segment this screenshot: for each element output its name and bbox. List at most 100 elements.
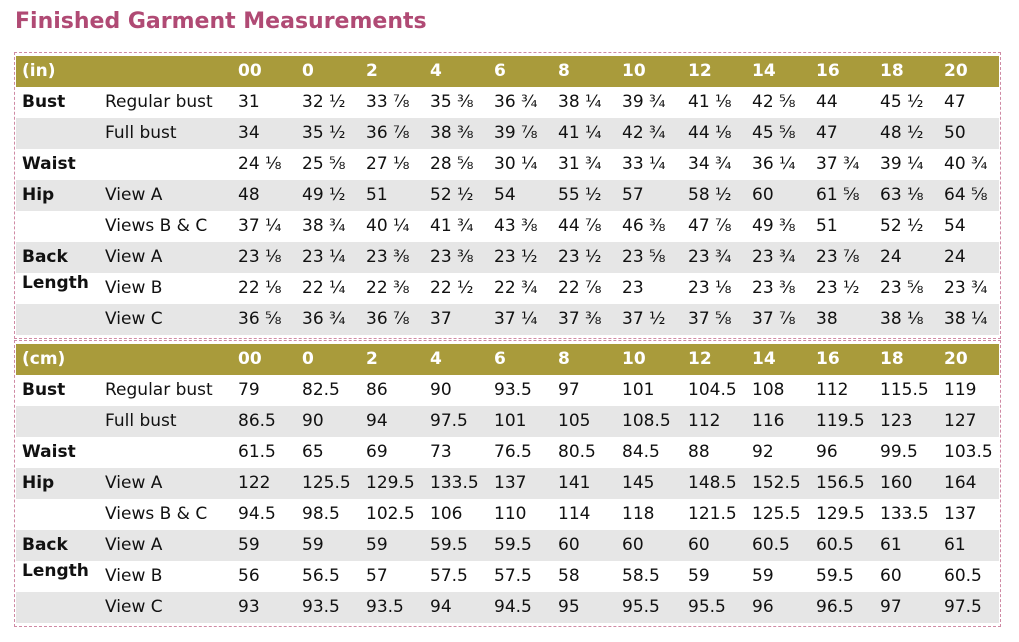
measurement: 37 (430, 309, 452, 329)
measurement: 59 (752, 566, 774, 586)
group-label: Waist (22, 442, 76, 462)
measurement: 92 (752, 442, 774, 462)
measurement: 164 (944, 473, 977, 493)
measurement: 37 ⅞ (752, 309, 796, 329)
group-label: Back Length (22, 535, 89, 581)
measurement: 23 ⅛ (688, 278, 732, 298)
size-header: 4 (430, 349, 442, 369)
row-shade (16, 304, 999, 335)
measurement: 110 (494, 504, 527, 524)
measurement: 127 (944, 411, 977, 431)
measurement: 105 (558, 411, 591, 431)
measurement: 41 ¾ (430, 216, 474, 236)
measurement: 37 ½ (622, 309, 666, 329)
measurement: 160 (880, 473, 913, 493)
measurement: 123 (880, 411, 913, 431)
measurement: 59 (238, 535, 260, 555)
measurement: 22 ⅛ (238, 278, 282, 298)
measurement: 99.5 (880, 442, 918, 462)
measurement: 60 (880, 566, 902, 586)
size-header: 20 (944, 349, 968, 369)
measurement: 40 ¾ (944, 154, 988, 174)
measurement: 22 ½ (430, 278, 474, 298)
measurement: 86.5 (238, 411, 276, 431)
measurement: 56.5 (302, 566, 340, 586)
measurement: 31 ¾ (558, 154, 602, 174)
measurement: 93.5 (494, 380, 532, 400)
size-header: 8 (558, 61, 570, 81)
measurement: 79 (238, 380, 260, 400)
measurement: 34 (238, 123, 260, 143)
measurement: 97 (880, 597, 902, 617)
measurement: 23 ¾ (752, 247, 796, 267)
row-shade (16, 592, 999, 623)
measurement: 23 ⅝ (622, 247, 666, 267)
size-header: 14 (752, 349, 776, 369)
measurement: 125.5 (752, 504, 801, 524)
measurement: 96.5 (816, 597, 854, 617)
measurement: 60.5 (752, 535, 790, 555)
measurement: 57 (622, 185, 644, 205)
measurement: 36 ¼ (752, 154, 796, 174)
measurement: 38 ¼ (558, 92, 602, 112)
size-header: 12 (688, 61, 712, 81)
measurement: 116 (752, 411, 785, 431)
measurement: 23 ⅛ (238, 247, 282, 267)
table-border (14, 340, 1001, 627)
row-label: View B (105, 566, 163, 586)
measurement: 47 ⅞ (688, 216, 732, 236)
measurement: 38 ¼ (944, 309, 988, 329)
group-label: Hip (22, 473, 55, 493)
measurement: 23 ⅜ (366, 247, 410, 267)
measurement: 133.5 (880, 504, 929, 524)
measurement: 38 ⅜ (430, 123, 474, 143)
row-label: View A (105, 535, 163, 555)
measurement: 32 ½ (302, 92, 346, 112)
measurement: 60 (622, 535, 644, 555)
measurement: 59 (302, 535, 324, 555)
measurement: 50 (944, 123, 966, 143)
measurement: 23 ¾ (688, 247, 732, 267)
measurement: 39 ⅞ (494, 123, 538, 143)
measurement: 90 (430, 380, 452, 400)
measurement: 36 ⅝ (238, 309, 282, 329)
measurement: 73 (430, 442, 452, 462)
size-header: 0 (302, 61, 314, 81)
measurement: 104.5 (688, 380, 737, 400)
size-header: 16 (816, 349, 840, 369)
measurement: 38 ⅛ (880, 309, 924, 329)
measurement: 119.5 (816, 411, 865, 431)
measurement: 57 (366, 566, 388, 586)
measurement: 23 ¾ (944, 278, 988, 298)
measurement: 40 ¼ (366, 216, 410, 236)
measurement: 94 (366, 411, 388, 431)
measurement: 60.5 (816, 535, 854, 555)
measurement: 39 ¾ (622, 92, 666, 112)
measurement: 141 (558, 473, 591, 493)
row-label: Regular bust (105, 92, 213, 112)
measurement: 59 (366, 535, 388, 555)
measurement: 61 (944, 535, 966, 555)
group-label: Waist (22, 154, 76, 174)
measurement: 48 ½ (880, 123, 924, 143)
measurement: 44 (816, 92, 838, 112)
measurement: 148.5 (688, 473, 737, 493)
measurement: 95.5 (688, 597, 726, 617)
measurement: 97 (558, 380, 580, 400)
measurement: 106 (430, 504, 463, 524)
measurement: 102.5 (366, 504, 415, 524)
measurement: 69 (366, 442, 388, 462)
measurement: 57.5 (430, 566, 468, 586)
measurement: 22 ⅞ (558, 278, 602, 298)
measurement: 48 (238, 185, 260, 205)
unit-label: (cm) (22, 349, 66, 369)
measurement: 108.5 (622, 411, 671, 431)
measurement: 23 ½ (558, 247, 602, 267)
row-label: Full bust (105, 123, 177, 143)
row-label: Views B & C (105, 216, 208, 236)
measurement: 59 (688, 566, 710, 586)
row-label: View A (105, 473, 163, 493)
size-header: 4 (430, 61, 442, 81)
row-shade (16, 530, 999, 561)
measurement: 49 ⅜ (752, 216, 796, 236)
